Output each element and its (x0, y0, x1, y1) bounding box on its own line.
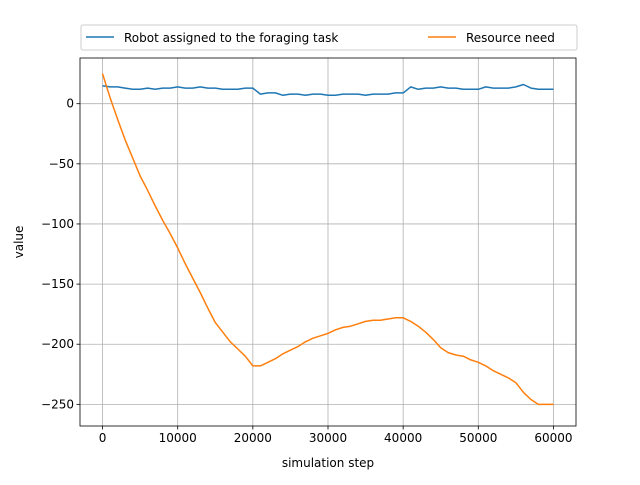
x-tick-label: 10000 (159, 431, 197, 445)
legend-label-1: Robot assigned to the foraging task (124, 31, 338, 45)
x-tick-label: 30000 (309, 431, 347, 445)
x-axis-label: simulation step (282, 456, 374, 470)
x-tick-label: 50000 (459, 431, 497, 445)
x-tick-label: 40000 (384, 431, 422, 445)
series-line-2 (101, 73, 554, 406)
y-tick-label: −200 (41, 337, 74, 351)
y-tick-label: −100 (41, 217, 74, 231)
x-tick-label: 0 (99, 431, 107, 445)
y-tick-label: 0 (66, 97, 74, 111)
legend-label-2: Resource need (466, 31, 555, 45)
series-layer (101, 73, 554, 406)
y-axis-label: value (12, 226, 26, 259)
series-line-1 (102, 83, 554, 97)
y-tick-label: −50 (49, 157, 74, 171)
x-tick-label: 20000 (234, 431, 272, 445)
y-tick-label: −250 (41, 397, 74, 411)
y-tick-label: −150 (41, 277, 74, 291)
grid-lines (80, 58, 576, 426)
axis-ticks: 0 10000 20000 30000 40000 50000 60000 0 −50 −100 −… (41, 97, 573, 445)
legend-box (80, 24, 578, 51)
x-tick-label: 60000 (534, 431, 572, 445)
legend: Robot assigned to the foraging task Resou… (80, 24, 578, 51)
